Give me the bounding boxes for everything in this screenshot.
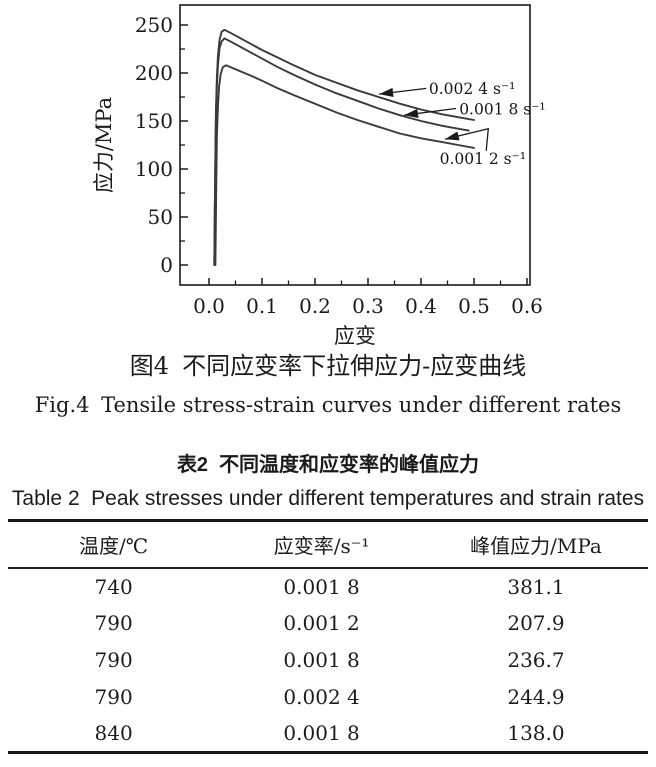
y-tick-label: 100 xyxy=(135,157,173,181)
y-tick-label: 150 xyxy=(135,109,173,133)
annotation-arrowhead xyxy=(379,87,394,97)
x-axis: 0.0 0.1 0.2 0.3 0.4 0.5 0.6 xyxy=(193,278,543,318)
figure-caption-en: Fig.4 Tensile stress-strain curves under … xyxy=(0,392,656,418)
table-cell: 790 xyxy=(94,648,133,672)
column-header: 峰值应力/MPa xyxy=(423,520,648,569)
figure-caption-zh-text: 不同应变率下拉伸应力-应变曲线 xyxy=(182,352,527,380)
figure-caption-en-text: Tensile stress-strain curves under diffe… xyxy=(101,393,622,417)
annotation-arrowhead xyxy=(444,131,460,141)
plot-border xyxy=(179,4,531,286)
table-cell: 790 xyxy=(94,685,133,709)
annotation-arrowhead xyxy=(404,108,419,118)
x-axis-title: 应变 xyxy=(334,324,376,348)
y-axis: 0 50 100 150 200 250 xyxy=(135,13,188,277)
column-header: 应变率/s⁻¹ xyxy=(219,520,424,569)
annotation-2: 0.001 8 s⁻¹ xyxy=(403,100,546,118)
x-tick-label: 0.3 xyxy=(352,294,384,318)
x-tick-label: 0.6 xyxy=(511,294,543,318)
table-row: 740 0.001 8 381.1 xyxy=(8,568,648,605)
curve-3 xyxy=(214,64,475,266)
table-cell: 0.001 2 xyxy=(283,611,360,635)
table-cell: 236.7 xyxy=(507,648,565,672)
curve-1 xyxy=(213,28,475,266)
annotation-1: 0.002 4 s⁻¹ xyxy=(379,80,515,98)
annotation-leader xyxy=(444,127,490,151)
table-row: 840 0.001 8 138.0 xyxy=(8,716,648,753)
table-cell: 244.9 xyxy=(507,685,565,709)
table-caption-en-text: Peak stresses under different temperatur… xyxy=(91,487,645,510)
figure-caption-zh: 图4 不同应变率下拉伸应力-应变曲线 xyxy=(0,350,656,382)
annotation-label: 0.002 4 s⁻¹ xyxy=(429,80,515,98)
table-caption-zh-text: 不同温度和应变率的峰值应力 xyxy=(219,454,480,476)
table-row: 790 0.002 4 244.9 xyxy=(8,679,648,716)
table-cell: 840 xyxy=(94,721,133,746)
annotation-3: 0.001 2 s⁻¹ xyxy=(440,127,526,168)
figure-caption-en-label: Fig.4 xyxy=(34,393,90,417)
x-tick-label: 0.5 xyxy=(458,294,490,318)
table-cell: 0.001 8 xyxy=(283,648,360,672)
stress-strain-chart: 0.0 0.1 0.2 0.3 0.4 0.5 0.6 0 50 100 150 200 250 应变 应力… xyxy=(92,4,546,348)
table-cell: 0.002 4 xyxy=(283,685,360,709)
x-tick-label: 0.4 xyxy=(405,294,437,318)
y-tick-label: 250 xyxy=(135,13,173,37)
table-caption-en-label: Table 2 xyxy=(11,487,80,510)
figure-caption-zh-label: 图4 xyxy=(129,352,169,380)
peak-stress-table: 温度/℃ 应变率/s⁻¹ 峰值应力/MPa 740 0.001 8 381.1 790 0.0… xyxy=(8,519,648,754)
table-caption-zh: 表2 不同温度和应变率的峰值应力 xyxy=(0,452,656,478)
y-tick-label: 50 xyxy=(148,205,173,229)
y-tick-label: 0 xyxy=(160,253,173,277)
x-tick-label: 0.0 xyxy=(193,294,225,318)
table-cell: 0.001 8 xyxy=(283,721,360,746)
table-cell: 207.9 xyxy=(507,611,565,635)
table-row: 790 0.001 8 236.7 xyxy=(8,642,648,679)
x-tick-label: 0.1 xyxy=(246,294,278,318)
x-tick-label: 0.2 xyxy=(299,294,331,318)
column-header: 温度/℃ xyxy=(8,520,220,569)
annotation-label: 0.001 2 s⁻¹ xyxy=(440,150,526,168)
table-row: 790 0.001 2 207.9 xyxy=(8,605,648,642)
table-cell: 740 xyxy=(94,574,133,599)
table-cell: 0.001 8 xyxy=(283,574,360,599)
table-caption-en: Table 2 Peak stresses under different tem… xyxy=(0,486,656,512)
table-caption-zh-label: 表2 xyxy=(176,454,209,476)
curve-2 xyxy=(213,37,470,266)
table-cell: 790 xyxy=(94,611,133,635)
annotation-label: 0.001 8 s⁻¹ xyxy=(459,100,545,118)
table-cell: 138.0 xyxy=(507,721,565,746)
table-header-row: 温度/℃ 应变率/s⁻¹ 峰值应力/MPa xyxy=(8,520,648,569)
table-cell: 381.1 xyxy=(507,574,565,599)
y-axis-title: 应力/MPa xyxy=(92,97,116,193)
y-tick-label: 200 xyxy=(135,61,173,85)
